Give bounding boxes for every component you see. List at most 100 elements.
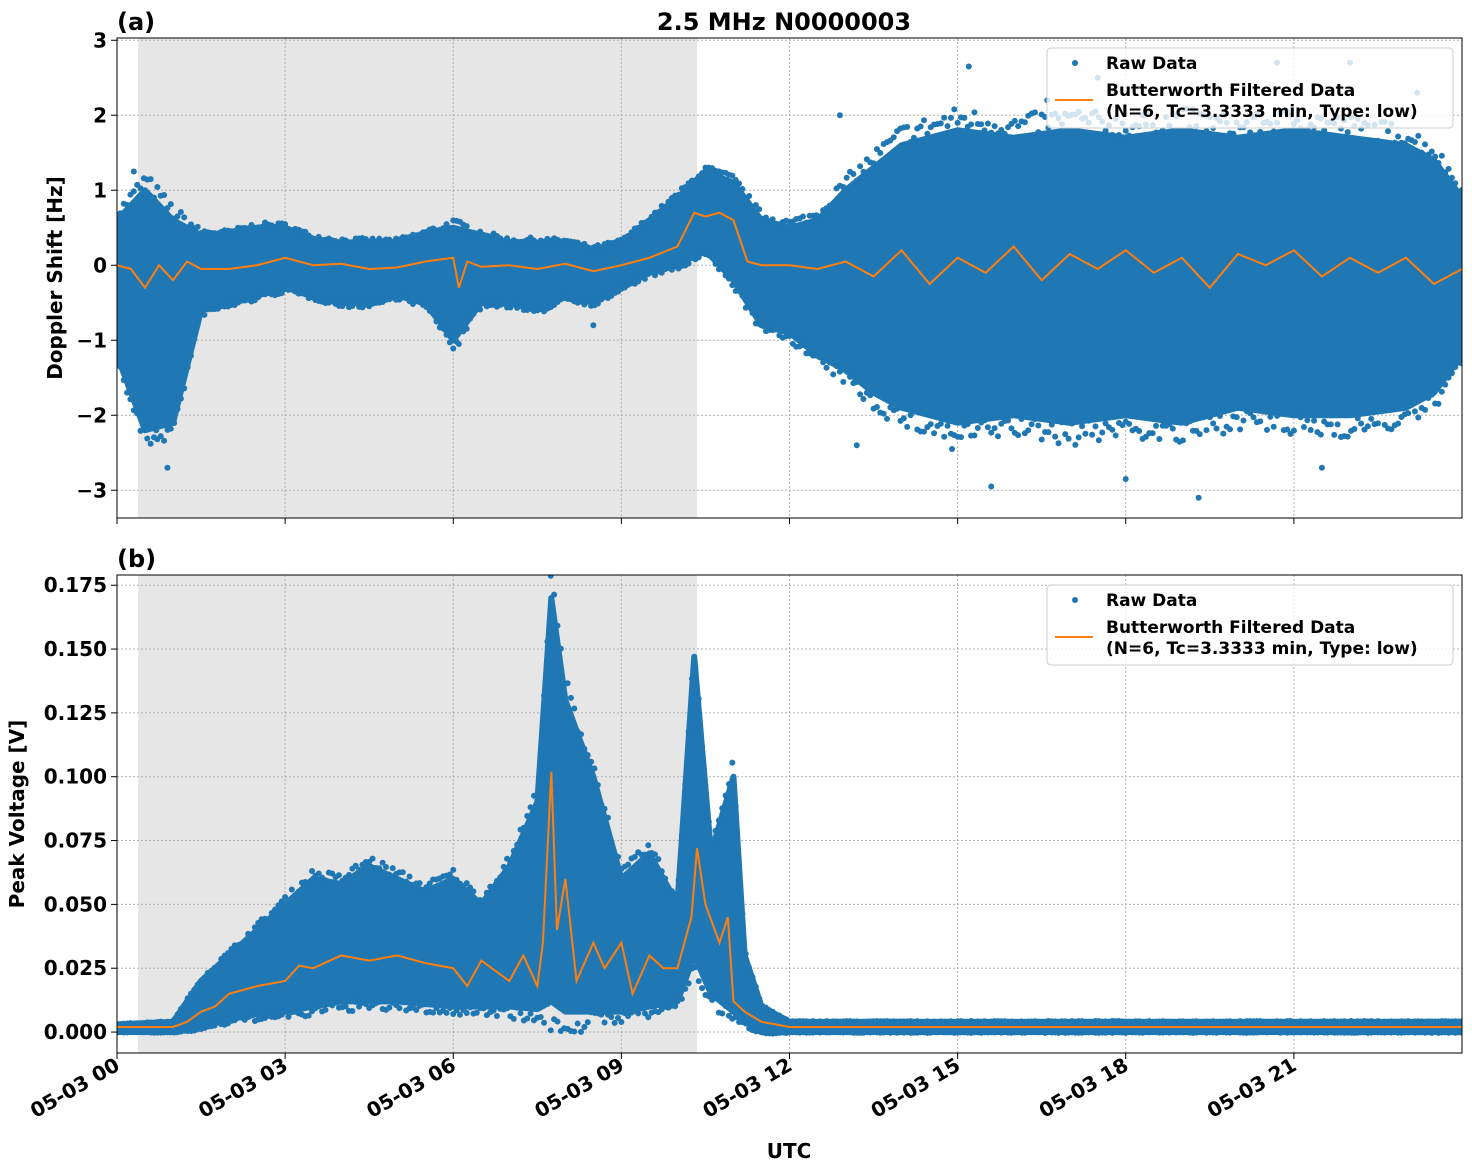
raw-data-point: [594, 300, 601, 307]
x-tick-label: 05-03 12: [698, 1053, 796, 1123]
raw-data-point: [699, 985, 706, 992]
raw-data-point: [480, 898, 487, 905]
raw-data-point: [974, 425, 981, 432]
raw-data-point: [645, 842, 652, 849]
raw-data-point: [910, 408, 917, 415]
y-tick-label: −1: [76, 328, 107, 352]
raw-data-point: [1166, 421, 1173, 428]
raw-data-point: [520, 824, 527, 831]
raw-data-point: [571, 705, 578, 712]
raw-data-point: [177, 208, 184, 215]
raw-data-point: [295, 888, 302, 895]
raw-data-point: [786, 333, 793, 340]
raw-data-point: [598, 1011, 605, 1018]
raw-data-point: [174, 1011, 181, 1018]
raw-data-point: [615, 1014, 622, 1021]
raw-data-point: [547, 1027, 554, 1034]
raw-data-point: [581, 1023, 588, 1030]
x-tick-label: 05-03 15: [867, 1053, 965, 1123]
raw-data-point: [830, 371, 837, 378]
y-tick-label: 1: [93, 178, 107, 202]
raw-data-point: [635, 278, 642, 285]
raw-data-point: [682, 985, 689, 992]
raw-data-point: [705, 818, 712, 825]
raw-data-point: [1028, 421, 1035, 428]
raw-data-point: [1378, 408, 1385, 415]
raw-data-point: [117, 217, 120, 224]
raw-data-point: [1438, 388, 1445, 395]
raw-data-point: [1331, 431, 1338, 438]
raw-data-point: [130, 188, 137, 195]
raw-data-point: [450, 345, 457, 352]
raw-data-point: [194, 321, 201, 328]
raw-data-point: [1031, 109, 1038, 116]
raw-data-point: [941, 433, 948, 440]
raw-data-point: [598, 801, 605, 808]
raw-data-point: [490, 1007, 497, 1014]
raw-data-point: [850, 171, 857, 178]
raw-data-point: [860, 168, 867, 175]
raw-data-point: [672, 1003, 679, 1010]
raw-data-point: [1126, 420, 1133, 427]
x-tick-label: 05-03 21: [1203, 1053, 1301, 1123]
raw-data-point: [349, 1007, 356, 1014]
raw-data-point: [699, 170, 706, 177]
raw-data-point: [836, 112, 843, 119]
raw-data-point: [1237, 426, 1244, 433]
raw-data-point: [927, 421, 934, 428]
raw-data-point: [315, 1003, 322, 1010]
raw-data-point: [830, 200, 837, 207]
x-tick-label: 05-03 09: [530, 1053, 628, 1123]
raw-data-point: [910, 134, 917, 141]
raw-data-point: [534, 799, 541, 806]
raw-data-point: [965, 63, 972, 70]
raw-data-point: [857, 163, 864, 170]
raw-data-point: [1015, 432, 1022, 439]
raw-data-point: [584, 1019, 591, 1026]
raw-data-point: [1005, 417, 1012, 424]
raw-data-point: [527, 804, 534, 811]
raw-data-point: [1082, 430, 1089, 437]
raw-data-point: [1186, 418, 1193, 425]
raw-data-point: [1459, 360, 1462, 367]
raw-data-point: [917, 123, 924, 130]
raw-data-point: [241, 937, 248, 944]
raw-data-point: [759, 322, 766, 329]
raw-data-point: [1385, 128, 1392, 135]
raw-data-point: [1270, 128, 1277, 135]
raw-data-point: [894, 405, 901, 412]
raw-data-point: [944, 123, 951, 130]
raw-data-point: [463, 1010, 470, 1017]
raw-data-point: [352, 862, 359, 869]
raw-data-point: [416, 880, 423, 887]
raw-data-point: [991, 425, 998, 432]
raw-data-point: [961, 114, 968, 121]
raw-data-point: [628, 229, 635, 236]
raw-data-point: [944, 422, 951, 429]
raw-data-point: [140, 425, 147, 432]
raw-data-point: [729, 282, 736, 289]
raw-data-point: [430, 1009, 437, 1016]
raw-data-point: [164, 204, 171, 211]
raw-data-point: [742, 950, 749, 957]
raw-data-point: [732, 803, 739, 810]
raw-data-point: [383, 864, 389, 871]
raw-data-point: [1422, 141, 1429, 148]
raw-data-point: [752, 201, 759, 208]
raw-data-point: [981, 127, 988, 134]
raw-data-point: [1263, 426, 1270, 433]
raw-data-point: [1445, 165, 1452, 172]
raw-data-point: [1452, 180, 1459, 187]
raw-data-point: [988, 483, 995, 490]
raw-data-point: [709, 254, 716, 261]
raw-data-point: [470, 888, 477, 895]
raw-data-point: [541, 1019, 548, 1026]
raw-data-point: [836, 368, 843, 375]
raw-data-point: [153, 427, 160, 434]
raw-data-point: [117, 210, 124, 217]
raw-data-point: [1089, 431, 1096, 438]
raw-data-point: [1418, 149, 1425, 156]
legend-label: Butterworth Filtered Data: [1106, 81, 1355, 101]
raw-data-point: [736, 861, 743, 868]
raw-data-point: [278, 898, 285, 905]
